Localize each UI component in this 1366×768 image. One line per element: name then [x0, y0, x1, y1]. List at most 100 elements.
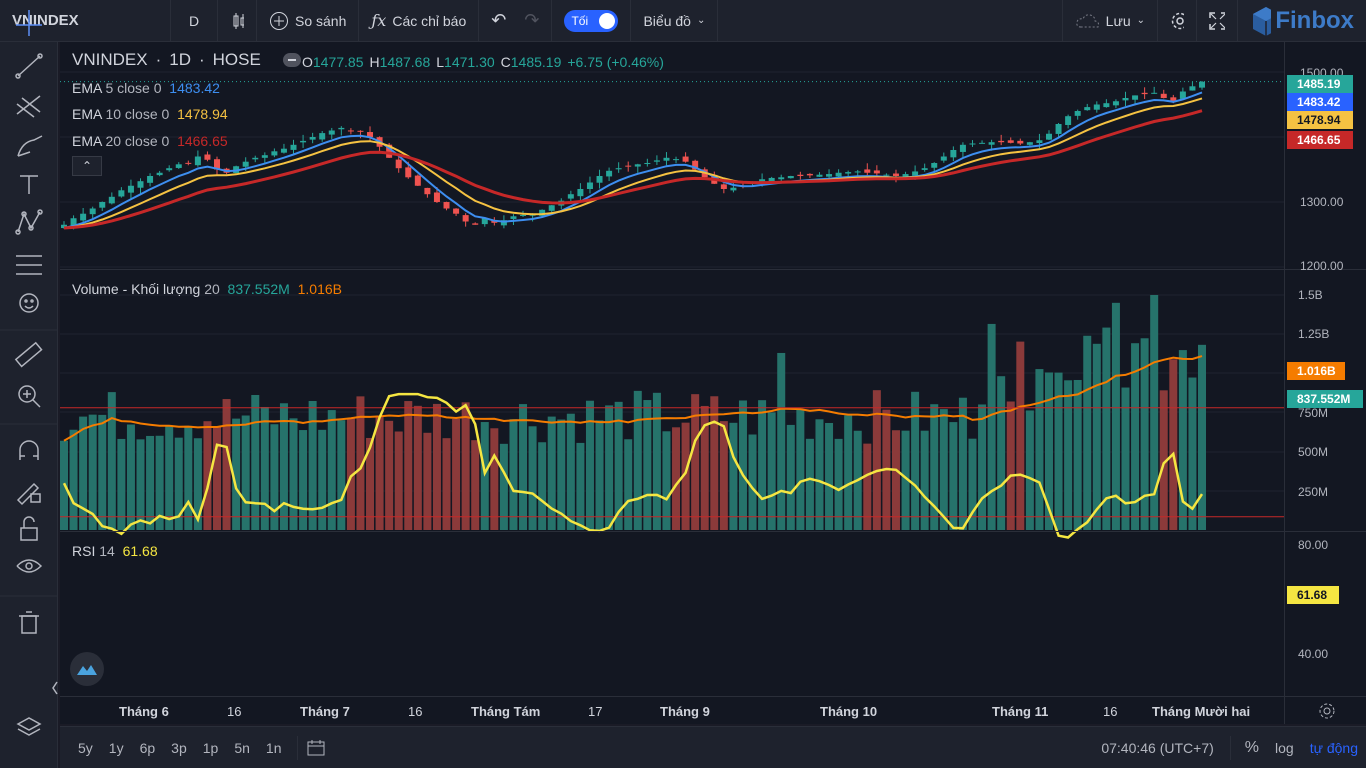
redo-icon[interactable]: ↷	[524, 10, 540, 30]
candle-body	[998, 140, 1005, 143]
volume-bar	[375, 416, 384, 530]
volume-bar	[1121, 387, 1130, 530]
candle-body	[940, 156, 947, 161]
pattern-icon[interactable]	[15, 209, 43, 235]
volume-bar	[1035, 369, 1044, 530]
trend-line-icon[interactable]	[15, 53, 43, 79]
candle-body	[108, 196, 115, 204]
rsi-tag: 61.68	[1287, 586, 1339, 604]
undo-redo-group: ↶ ↷	[479, 0, 551, 42]
legend-interval: 1D	[169, 50, 191, 69]
volume-bar	[136, 439, 145, 530]
volume-bar	[193, 438, 202, 530]
theme-toggle[interactable]: Tối	[552, 0, 630, 42]
candle-body	[328, 130, 335, 135]
pencil-lock-icon[interactable]	[16, 482, 41, 506]
candle-body	[730, 187, 737, 191]
tv-logo-button[interactable]	[70, 652, 104, 686]
candle-body	[156, 172, 163, 176]
volume-bar	[987, 323, 996, 530]
measure-lines-icon[interactable]	[16, 255, 42, 275]
range-1y[interactable]: 1y	[108, 739, 124, 756]
log-toggle[interactable]: log	[1275, 739, 1294, 756]
interval-selector[interactable]: D	[171, 0, 217, 42]
rsi-legend[interactable]: RSI 14 61.68	[72, 543, 158, 559]
price-axis-label: 1300.00	[1300, 195, 1344, 209]
legend-exchange: HOSE	[212, 50, 261, 69]
volume-bar	[710, 396, 719, 530]
lock-icon[interactable]	[20, 516, 38, 541]
candle-body	[912, 171, 919, 176]
range-5y[interactable]: 5y	[78, 739, 93, 756]
brand-name: Finbox	[1275, 6, 1354, 34]
layers-icon[interactable]	[16, 717, 42, 736]
fib-tool-icon[interactable]	[16, 95, 41, 118]
range-1d[interactable]: 1n	[265, 739, 282, 756]
candle-style-button[interactable]	[218, 0, 256, 42]
hide-legend-icon[interactable]	[282, 53, 301, 67]
text-tool-icon[interactable]	[20, 175, 38, 194]
ema10-legend[interactable]: EMA 10 close 0 1478.94	[72, 106, 228, 122]
compare-button[interactable]: So sánh	[257, 0, 358, 42]
ema20-legend[interactable]: EMA 20 close 0 1466.65	[72, 133, 228, 149]
price-axis-border	[1284, 42, 1285, 724]
ema5-price-tag: 1483.42	[1287, 93, 1353, 111]
pane-separator[interactable]	[60, 269, 1366, 270]
volume-bar	[1073, 379, 1082, 530]
volume-bar	[939, 409, 948, 530]
percent-toggle[interactable]: %	[1244, 738, 1260, 756]
pane-separator[interactable]	[60, 531, 1366, 532]
volume-bar	[480, 422, 489, 530]
fullscreen-button[interactable]	[1197, 0, 1237, 42]
indicators-label: Các chỉ báo	[392, 12, 467, 29]
candle-body	[1170, 97, 1177, 102]
legend-symbol: VNINDEX	[72, 50, 148, 69]
ruler-icon[interactable]	[14, 341, 43, 368]
auto-toggle[interactable]: tự động	[1309, 739, 1358, 756]
collapse-legend-button[interactable]: ⌃	[72, 156, 102, 176]
volume-bar	[1111, 302, 1120, 530]
candles-icon	[233, 12, 244, 29]
volume-bar	[930, 404, 939, 530]
range-1m[interactable]: 1p	[202, 739, 219, 756]
range-5d[interactable]: 5n	[234, 739, 250, 756]
save-button[interactable]: Lưu ⌄	[1063, 0, 1157, 42]
axis-settings-icon[interactable]	[1317, 701, 1337, 721]
date-range-icon[interactable]	[306, 739, 326, 757]
clock[interactable]: 07:40:46 (UTC+7)	[1101, 739, 1214, 756]
collapse-panel-icon[interactable]	[52, 681, 58, 695]
range-3m[interactable]: 3p	[171, 739, 187, 756]
zoom-in-icon[interactable]	[18, 385, 41, 408]
settings-button[interactable]	[1158, 0, 1196, 42]
ema5-legend[interactable]: EMA 5 close 0 1483.42	[72, 80, 220, 96]
volume-bar	[528, 426, 537, 530]
volume-bar	[614, 401, 623, 530]
chart-type-dropdown[interactable]: Biểu đồ ⌄	[631, 0, 717, 42]
volume-bar	[1131, 343, 1140, 530]
crosshair-icon[interactable]	[16, 10, 42, 36]
volume-bar	[872, 390, 881, 530]
volume-bar	[891, 430, 900, 530]
theme-switch[interactable]: Tối	[564, 9, 619, 32]
volume-bar	[758, 400, 767, 530]
emoji-icon[interactable]	[19, 293, 39, 313]
candle-body	[261, 155, 268, 158]
volume-bar	[748, 434, 757, 530]
candle-body	[1065, 116, 1072, 125]
undo-icon[interactable]: ↶	[491, 10, 507, 30]
magnet-icon[interactable]	[19, 440, 39, 460]
chart-type-label: Biểu đồ	[643, 12, 691, 29]
gear-icon	[1171, 12, 1184, 29]
volume-legend[interactable]: Volume - Khối lượng 20 837.552M 1.016B	[72, 281, 342, 297]
volume-bar	[165, 425, 174, 530]
eye-icon[interactable]	[16, 559, 43, 573]
volume-bar	[241, 415, 250, 530]
range-6m[interactable]: 6p	[139, 739, 156, 756]
brush-icon[interactable]	[17, 135, 43, 157]
candle-body	[625, 165, 632, 167]
candle-body	[357, 130, 364, 132]
indicators-button[interactable]: ƒx Các chỉ báo	[359, 0, 478, 42]
candle-body	[653, 160, 660, 162]
trash-icon[interactable]	[19, 611, 39, 634]
